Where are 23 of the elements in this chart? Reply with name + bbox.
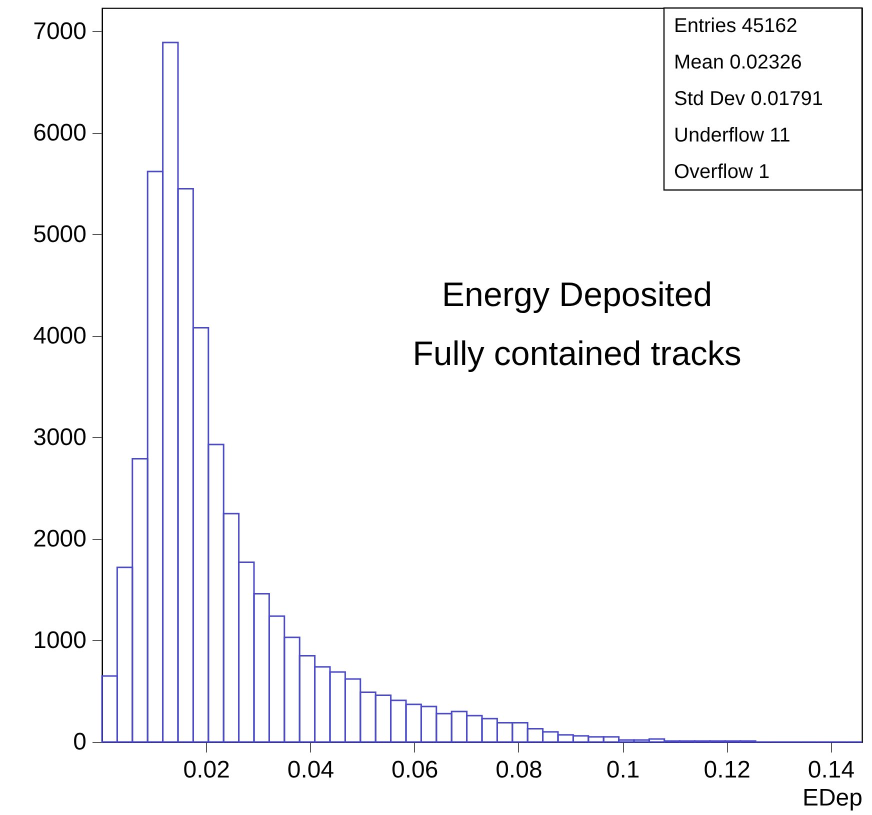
- annotation: Entries 45162: [674, 15, 798, 37]
- x-tick-label: 0.1: [606, 756, 640, 784]
- y-tick-label: 3000: [33, 424, 86, 451]
- annotation: Overflow 1: [674, 161, 770, 183]
- y-tick-label: 7000: [33, 18, 86, 45]
- y-tick-label: 6000: [33, 119, 86, 146]
- x-tick-label: 0.08: [496, 756, 542, 784]
- x-axis-title: EDep: [802, 784, 862, 812]
- y-tick-label: 5000: [33, 220, 86, 248]
- annotation: Std Dev 0.01791: [674, 88, 823, 110]
- y-tick-label: 0: [73, 728, 86, 756]
- x-tick-label: 0.02: [183, 756, 230, 784]
- x-tick-label: 0.12: [704, 756, 751, 784]
- annotation: Mean 0.02326: [674, 52, 802, 74]
- x-tick-label: 0.04: [287, 756, 334, 784]
- annotation: Energy Deposited: [442, 276, 712, 314]
- x-tick-label: 0.14: [808, 756, 855, 784]
- y-tick-label: 4000: [33, 322, 86, 350]
- x-tick-label: 0.06: [391, 756, 438, 784]
- y-tick-label: 1000: [33, 626, 86, 654]
- annotation: Underflow 11: [674, 124, 790, 146]
- annotation: Fully contained tracks: [412, 335, 742, 373]
- y-tick-label: 2000: [33, 525, 86, 552]
